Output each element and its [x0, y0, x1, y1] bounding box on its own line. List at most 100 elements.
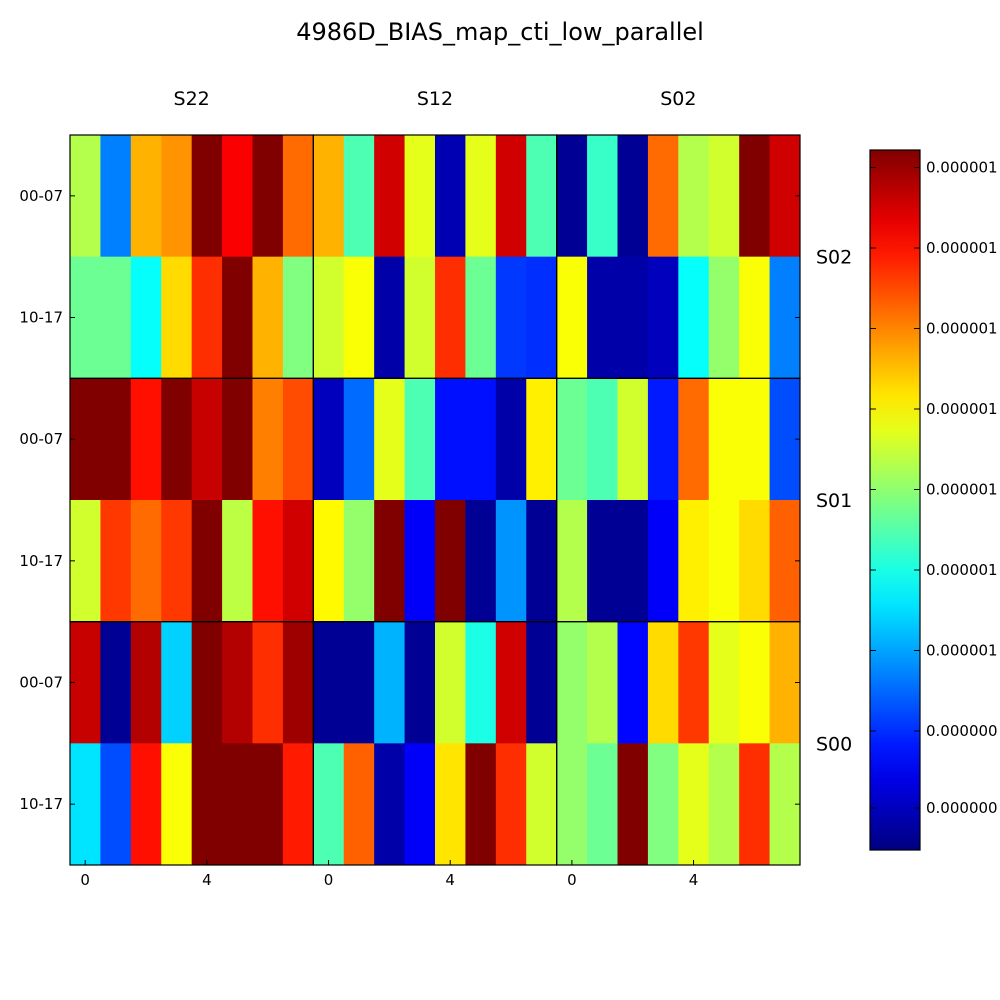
heatmap-cell — [739, 500, 771, 623]
heatmap-cell — [617, 256, 649, 379]
heatmap-cell — [647, 378, 679, 501]
colorbar: 0.000000 0.000000 0.000001 0.000001 0.000001… — [869, 149, 998, 851]
heatmap-cell — [100, 500, 132, 623]
heatmap-cell — [161, 378, 193, 501]
colorbar-tick-label: 0.000001 — [926, 239, 998, 257]
heatmap-cell — [435, 743, 466, 866]
heatmap-cell — [222, 378, 253, 501]
y-tick-label: 00-07 — [19, 674, 63, 692]
heatmap-cell — [708, 743, 740, 866]
heatmap-cell — [222, 743, 253, 866]
heatmap-cell — [161, 743, 193, 866]
heatmap-cell — [100, 621, 132, 744]
heatmap-cell — [252, 500, 284, 623]
heatmap-cell — [252, 621, 284, 744]
heatmap-cell — [404, 256, 436, 379]
heatmap-cell — [739, 621, 771, 744]
heatmap-cell — [435, 500, 466, 623]
y-tick-label: 00-07 — [19, 430, 63, 448]
heatmap-cell — [161, 500, 193, 623]
heatmap-cell — [556, 378, 588, 501]
heatmap-cell — [587, 256, 618, 379]
heatmap-cell — [313, 500, 345, 623]
heatmap-cell — [526, 135, 558, 258]
heatmap-cell — [678, 256, 710, 379]
heatmap-cell — [556, 256, 588, 379]
heatmap-cell — [526, 256, 558, 379]
heatmap-cell — [282, 378, 314, 501]
heatmap-cell — [526, 621, 558, 744]
heatmap-cell — [70, 135, 101, 258]
heatmap-cell — [100, 135, 132, 258]
colorbar-gradient — [869, 149, 921, 851]
heatmap-cell — [161, 256, 193, 379]
heatmap-cell — [647, 621, 679, 744]
heatmap-cell — [739, 743, 771, 866]
y-tick-label: 10-17 — [19, 309, 63, 327]
heatmap-cell — [617, 743, 649, 866]
column-group-label: S12 — [417, 88, 453, 110]
heatmap-cell — [161, 135, 193, 258]
row-group-label: S02 — [816, 247, 852, 269]
heatmap-cell — [556, 621, 588, 744]
heatmap-cell — [313, 378, 345, 501]
heatmap-cell — [556, 500, 588, 623]
y-tick-label: 10-17 — [19, 552, 63, 570]
heatmap-cell — [587, 378, 618, 501]
heatmap-cell — [404, 378, 436, 501]
heatmap-cell — [708, 256, 740, 379]
heatmap-cell — [556, 135, 588, 258]
heatmap-cell — [70, 256, 101, 379]
x-tick-label: 4 — [689, 871, 699, 889]
heatmap-cell — [313, 135, 345, 258]
heatmap-cell — [678, 135, 710, 258]
heatmap-cell — [587, 743, 618, 866]
column-group-label: S02 — [660, 88, 696, 110]
heatmap-cell — [465, 621, 497, 744]
heatmap-cell — [617, 135, 649, 258]
column-group-label: S22 — [174, 88, 210, 110]
x-tick-label: 4 — [445, 871, 455, 889]
chart-title: 4986D_BIAS_map_cti_low_parallel — [296, 18, 704, 46]
heatmap-cell — [495, 256, 527, 379]
heatmap-cell — [678, 621, 710, 744]
heatmap-cell — [587, 135, 618, 258]
heatmap-cell — [191, 500, 223, 623]
heatmap-cell — [130, 256, 162, 379]
heatmap-cell — [252, 378, 284, 501]
heatmap-cell — [343, 378, 375, 501]
heatmap-cell — [617, 500, 649, 623]
heatmap-cell — [282, 743, 314, 866]
heatmap-cell — [678, 378, 710, 501]
heatmap-cell — [100, 378, 132, 501]
heatmap-cell — [252, 743, 284, 866]
colorbar-tick-label: 0.000001 — [926, 159, 998, 177]
panel-border — [556, 621, 801, 866]
heatmap-cell — [313, 621, 345, 744]
heatmap-cell — [313, 256, 345, 379]
heatmap-cell — [70, 743, 101, 866]
heatmap-cell — [282, 256, 314, 379]
heatmap-cell — [191, 378, 223, 501]
heatmap-cell — [708, 135, 740, 258]
heatmap-cell — [708, 621, 740, 744]
heatmap-cell — [374, 256, 406, 379]
heatmap-cell — [130, 135, 162, 258]
x-tick-label: 0 — [324, 871, 334, 889]
heatmap-cell — [343, 621, 375, 744]
heatmap-cell — [465, 378, 497, 501]
heatmap-cell — [495, 743, 527, 866]
colorbar-tick-label: 0.000001 — [926, 561, 998, 579]
heatmap-cell — [739, 135, 771, 258]
heatmap-cell — [435, 621, 466, 744]
heatmap-cell — [435, 135, 466, 258]
heatmap-cell — [222, 621, 253, 744]
heatmap-cell — [222, 500, 253, 623]
heatmap-cell — [130, 621, 162, 744]
heatmap-cell — [739, 378, 771, 501]
heatmap-cell — [526, 378, 558, 501]
heatmap-cell — [374, 743, 406, 866]
heatmap-cell — [161, 621, 193, 744]
heatmap-cell — [435, 256, 466, 379]
